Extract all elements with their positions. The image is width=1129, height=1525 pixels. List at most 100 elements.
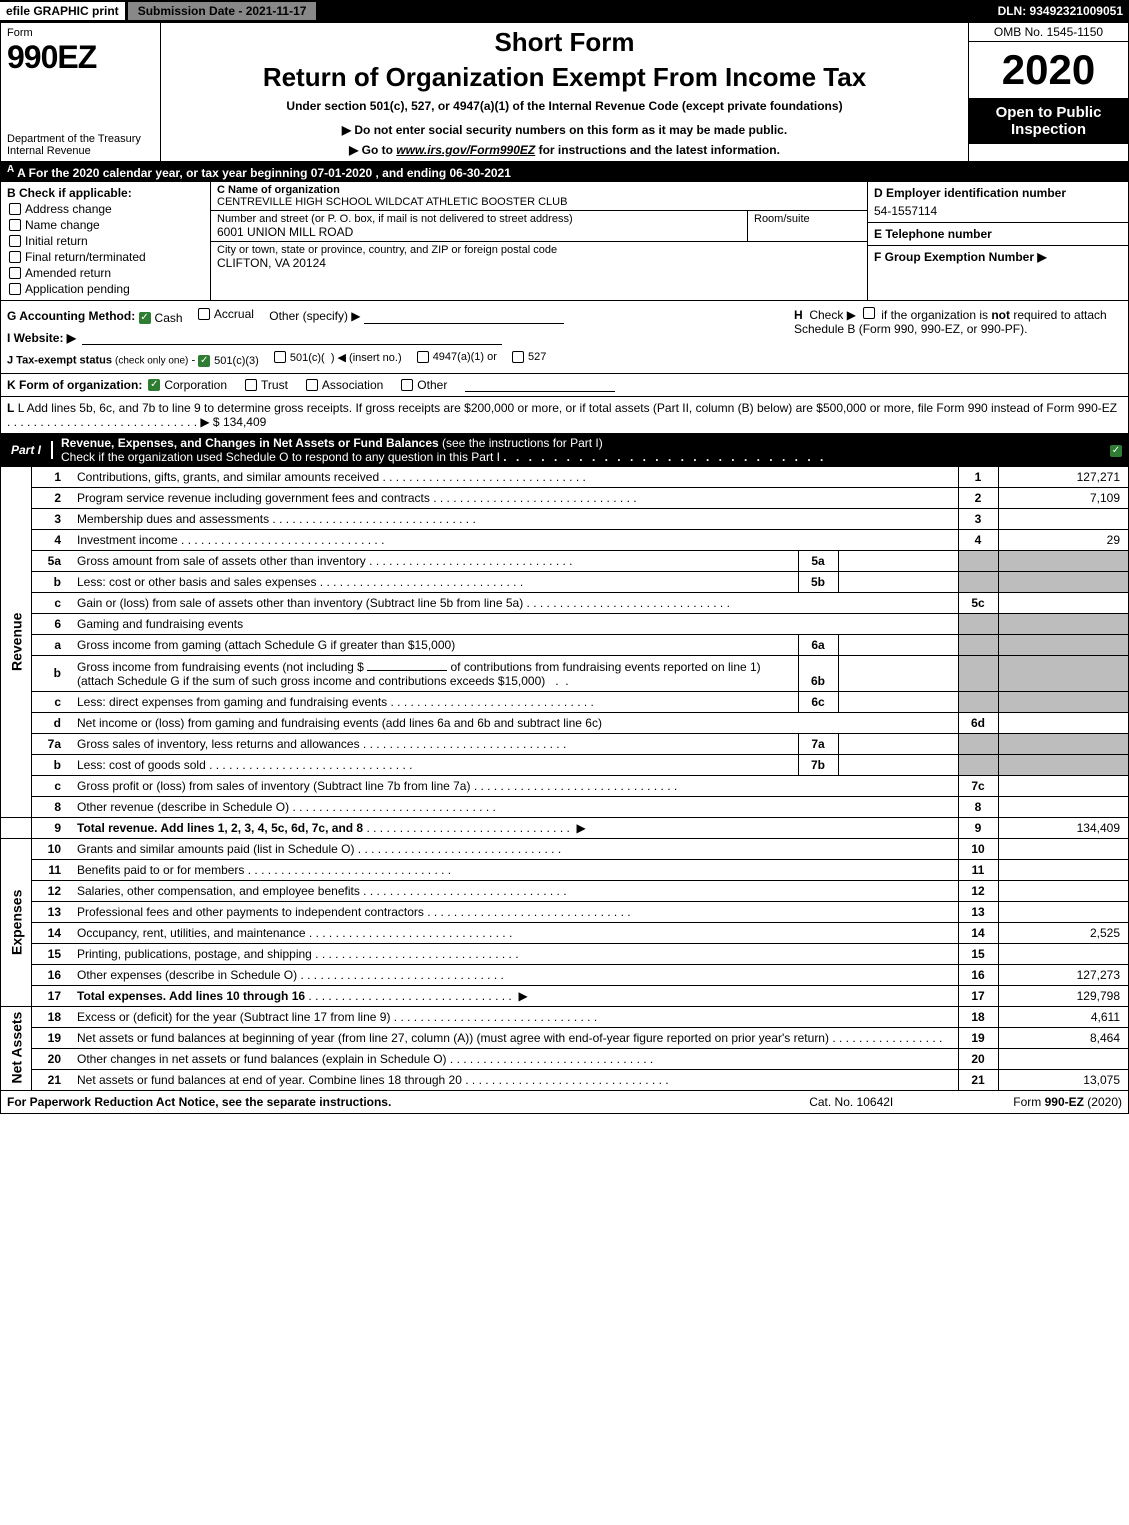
line-9: 9 Total revenue. Add lines 1, 2, 3, 4, 5… [1,817,1128,838]
return-title: Return of Organization Exempt From Incom… [169,62,960,93]
line-ref: 13 [958,901,998,922]
cb-corporation[interactable]: Corporation [148,378,227,392]
sidelabel-revenue: Revenue [1,466,31,817]
line-6d: d Net income or (loss) from gaming and f… [1,712,1128,733]
line-19: 19 Net assets or fund balances at beginn… [1,1027,1128,1048]
section-b: B Check if applicable: Address change Na… [1,182,211,300]
mid-value [838,571,958,592]
shaded-cell [958,571,998,592]
line-desc: Other changes in net assets or fund bala… [77,1052,447,1066]
cb-501c[interactable]: 501(c)( ) ◀ (insert no.) [274,351,402,364]
irs-link[interactable]: www.irs.gov/Form990EZ [396,143,535,157]
cb-initial-return[interactable]: Initial return [7,234,204,248]
dots [360,884,567,898]
other-specify-line[interactable] [364,310,564,324]
checkbox-icon [9,203,21,215]
line-7b: b Less: cost of goods sold 7b [1,754,1128,775]
line-ref: 8 [958,796,998,817]
line-18: Net Assets 18 Excess or (deficit) for th… [1,1006,1128,1027]
cb-accrual[interactable]: Accrual [198,307,254,321]
section-e: E Telephone number [868,223,1128,246]
blank-amount-line[interactable] [367,659,447,671]
line-13: 13 Professional fees and other payments … [1,901,1128,922]
line-desc: Benefits paid to or for members [77,863,244,877]
mid-value [838,550,958,571]
city-label: City or town, state or province, country… [217,244,861,256]
line-5b: b Less: cost or other basis and sales ex… [1,571,1128,592]
cb-4947a1[interactable]: 4947(a)(1) or [417,351,497,363]
cb-cash[interactable]: Cash [139,311,183,325]
line-desc: Gain or (loss) from sale of assets other… [77,596,523,610]
line-num: 5a [31,550,71,571]
line-num: 6 [31,613,71,634]
shaded-cell [998,634,1128,655]
line-10: Expenses 10 Grants and similar amounts p… [1,838,1128,859]
shaded-cell [998,754,1128,775]
checkbox-icon [9,267,21,279]
cb-final-return[interactable]: Final return/terminated [7,250,204,264]
line-num: 16 [31,964,71,985]
mid-ref: 7a [798,733,838,754]
line-num: b [31,571,71,592]
website-input-line[interactable] [82,331,502,345]
cb-association[interactable]: Association [306,378,383,392]
dots [316,575,523,589]
shaded-cell [998,613,1128,634]
line-6b: b Gross income from fundraising events (… [1,655,1128,691]
go-to-suffix: for instructions and the latest informat… [535,143,780,157]
line-desc: Gross profit or (loss) from sales of inv… [77,779,470,793]
checkbox-icon [9,283,21,295]
cb-label: Name change [25,218,100,232]
efile-graphic-print[interactable]: efile GRAPHIC print [0,2,125,20]
tax-year: 2020 [969,42,1128,98]
shaded-cell [958,655,998,691]
short-form-title: Short Form [169,27,960,58]
dots [306,926,513,940]
under-section: Under section 501(c), 527, or 4947(a)(1)… [169,99,960,113]
g-label: G Accounting Method: [7,309,135,323]
section-d: D Employer identification number 54-1557… [868,182,1128,223]
side-spacer [1,817,31,838]
line-21: 21 Net assets or fund balances at end of… [1,1069,1128,1090]
cb-501c3[interactable]: 501(c)(3) [198,355,259,367]
cb-527[interactable]: 527 [512,351,546,363]
line-value [998,859,1128,880]
other-label: Other (specify) ▶ [269,309,360,323]
line-value [998,508,1128,529]
go-to-line: ▶ Go to www.irs.gov/Form990EZ for instru… [169,143,960,157]
other-org-line[interactable] [465,378,615,392]
footer-form-ref: Form 990-EZ (2020) [1013,1095,1122,1109]
part-i-schedule-o-checkbox[interactable] [1104,442,1128,457]
group-exemption-label: F Group Exemption Number ▶ [874,250,1047,264]
form-number: 990EZ [7,39,154,76]
checkbox-icon[interactable] [863,307,875,319]
row-j: J Tax-exempt status (check only one) - 5… [7,351,782,367]
cb-other-org[interactable]: Other [401,378,447,392]
cb-trust[interactable]: Trust [245,378,288,392]
cb-address-change[interactable]: Address change [7,202,204,216]
cb-amended-return[interactable]: Amended return [7,266,204,280]
cb-name-change[interactable]: Name change [7,218,204,232]
footer: For Paperwork Reduction Act Notice, see … [1,1090,1128,1113]
checkbox-icon [245,379,257,391]
line-desc: Total revenue. Add lines 1, 2, 3, 4, 5c,… [77,821,363,835]
line-num: 11 [31,859,71,880]
ein-value: 54-1557114 [874,204,1122,218]
cb-label: Amended return [25,266,111,280]
row-g: G Accounting Method: Cash Accrual Other … [7,307,782,325]
line-17: 17 Total expenses. Add lines 10 through … [1,985,1128,1006]
line-num: 8 [31,796,71,817]
line-desc: Net assets or fund balances at end of ye… [77,1073,462,1087]
block-b-through-f: B Check if applicable: Address change Na… [1,182,1128,301]
line-16: 16 Other expenses (describe in Schedule … [1,964,1128,985]
dots [363,821,570,835]
row-g-h-i-j: G Accounting Method: Cash Accrual Other … [1,301,1128,374]
row-a-text: A For the 2020 calendar year, or tax yea… [17,166,511,180]
shaded-cell [958,550,998,571]
line-value: 4,611 [998,1006,1128,1027]
cb-application-pending[interactable]: Application pending [7,282,204,296]
dots [430,491,637,505]
line-desc-1: Gross income from fundraising events (no… [77,660,364,674]
line-7a: 7a Gross sales of inventory, less return… [1,733,1128,754]
checkbox-icon [274,351,286,363]
